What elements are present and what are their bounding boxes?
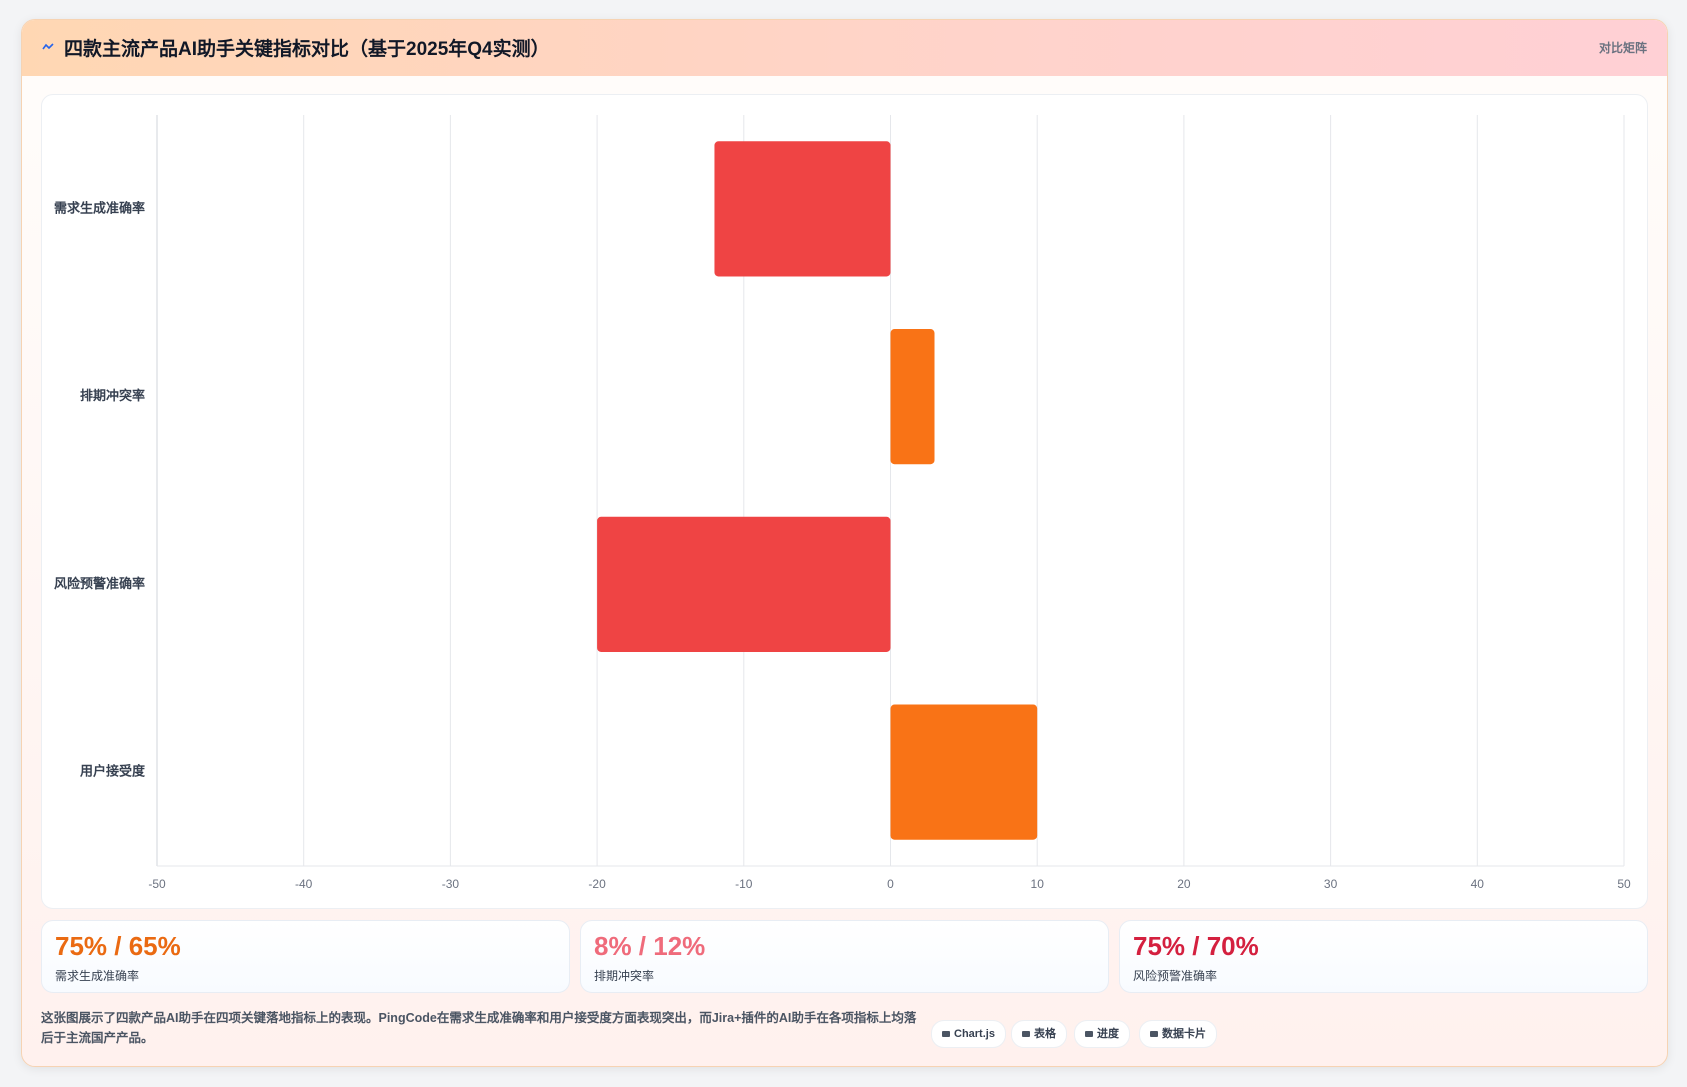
tag-button[interactable]: 进度 [1074, 1020, 1130, 1048]
tag-label: 表格 [1034, 1028, 1056, 1040]
stat-value: 8% / 12% [594, 931, 706, 961]
tag-icon [1150, 1031, 1158, 1038]
card-header: 四款主流产品AI助手关键指标对比（基于2025年Q4实测） 对比矩阵 [22, 20, 1667, 76]
card-title: 四款主流产品AI助手关键指标对比（基于2025年Q4实测） [64, 39, 550, 60]
tag-button[interactable]: 表格 [1011, 1020, 1067, 1048]
stat-value: 75% / 65% [55, 931, 181, 961]
tag-label: Chart.js [954, 1028, 995, 1040]
tag-button[interactable]: Chart.js [931, 1020, 1006, 1048]
stat-card: 8% / 12% 排期冲突率 [580, 920, 1109, 993]
footer-text: 这张图展示了四款产品AI助手在四项关键落地指标上的表现。PingCode在需求生… [41, 1011, 917, 1045]
stat-card: 75% / 65% 需求生成准确率 [41, 920, 570, 993]
tag-icon [942, 1031, 950, 1038]
stat-label: 排期冲突率 [594, 969, 655, 983]
header-icon [42, 43, 54, 50]
tag-label: 数据卡片 [1162, 1028, 1206, 1040]
tag-icon [1022, 1031, 1030, 1038]
tag-button[interactable]: 数据卡片 [1139, 1020, 1217, 1048]
card-tag[interactable]: 对比矩阵 [1598, 41, 1647, 55]
card: 四款主流产品AI助手关键指标对比（基于2025年Q4实测） 对比矩阵 75% /… [21, 19, 1668, 1067]
tag-icon [1085, 1031, 1093, 1038]
stat-label: 需求生成准确率 [55, 969, 140, 983]
chart-panel [41, 94, 1648, 909]
stat-card: 75% / 70% 风险预警准确率 [1119, 920, 1648, 993]
stat-label: 风险预警准确率 [1133, 969, 1218, 983]
tag-label: 进度 [1097, 1028, 1119, 1040]
stat-value: 75% / 70% [1133, 931, 1259, 961]
